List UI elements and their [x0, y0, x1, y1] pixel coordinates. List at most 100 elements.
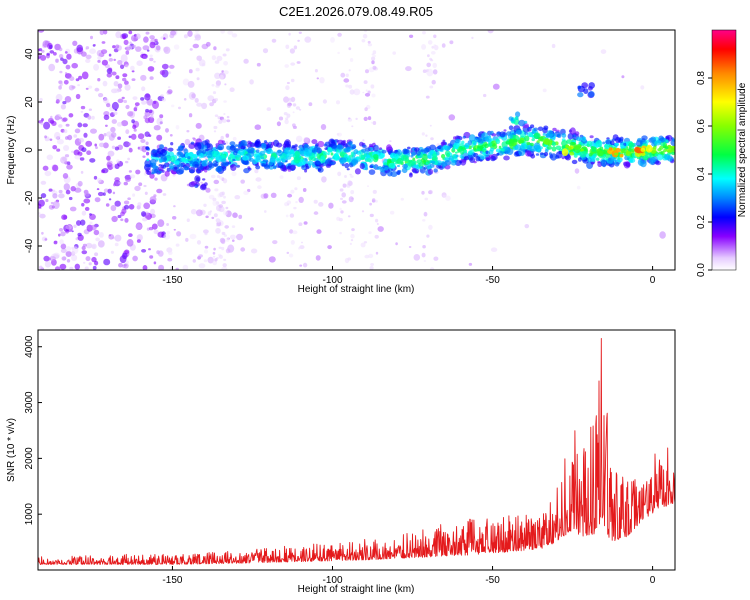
spectrogram-cell [152, 100, 159, 110]
spectrogram-cell [40, 180, 47, 185]
spectrogram-cell [184, 138, 191, 146]
spectrogram-cell [189, 169, 195, 174]
spectrogram-cell [72, 40, 78, 46]
spectrogram-cell [65, 64, 71, 70]
spectrogram-cell [226, 119, 231, 123]
spectrogram-cell [50, 115, 53, 119]
spectrogram-cell [135, 33, 141, 40]
spectrogram-cell [664, 146, 669, 150]
spectrogram-cell [296, 61, 301, 64]
spectrogram-cell [206, 143, 213, 151]
spectrogram-cell [551, 141, 556, 147]
spectrogram-cell [285, 155, 292, 160]
spectrogram-cell [337, 139, 344, 145]
y-tick-label: 3000 [24, 391, 35, 414]
spectrogram-cell [81, 245, 86, 251]
spectrogram-cell [470, 149, 474, 154]
spectrogram-cell [67, 134, 73, 141]
spectrogram-cell [63, 129, 68, 134]
spectrogram-cell [489, 147, 495, 152]
spectrogram-cell [412, 161, 416, 164]
spectrogram-cell [236, 233, 243, 241]
spectrogram-cell [223, 100, 227, 103]
spectrogram-cell [320, 124, 327, 130]
spectrogram-cell [71, 254, 78, 262]
spectrogram-cell [223, 258, 227, 261]
spectrogram-cell [111, 215, 118, 223]
spectrogram-cell [149, 35, 155, 40]
spectrogram-cell [102, 192, 106, 196]
spectrogram-cell [187, 30, 193, 37]
spectrogram-cell [327, 152, 330, 156]
spectrogram-cell [60, 243, 67, 250]
spectrogram-cell [165, 128, 169, 133]
spectrogram-cell [374, 234, 379, 239]
spectrogram-cell [41, 231, 44, 235]
colorbar-tick-label: 0.0 [696, 263, 707, 277]
spectrogram-cell [190, 141, 195, 145]
spectrogram-cell [287, 193, 293, 198]
spectrogram-cell [427, 40, 433, 45]
spectrogram-cell [71, 62, 78, 69]
spectrogram-cell [526, 141, 531, 146]
spectrogram-cell [288, 32, 291, 36]
spectrogram-cell [384, 166, 389, 171]
spectrogram-cell [293, 156, 301, 164]
spectrogram-cell [229, 87, 235, 92]
spectrogram-cell [266, 148, 272, 154]
spectrogram-cell [103, 258, 111, 266]
spectrogram-cell [335, 144, 343, 150]
spectrogram-cell [361, 148, 366, 153]
spectrogram-cell [90, 128, 97, 134]
spectrogram-cell [350, 233, 355, 239]
spectrogram-cell [286, 81, 290, 85]
spectrogram-cell [94, 87, 100, 92]
spectrogram-cell [388, 162, 396, 169]
spectrogram-cell [364, 107, 368, 112]
spectrogram-cell [221, 246, 225, 251]
spectrogram-cell [107, 188, 112, 194]
spectrogram-cell [323, 151, 328, 156]
spectrogram-cell [110, 126, 116, 133]
spectrogram-cell [108, 198, 112, 201]
spectrogram-cell [171, 104, 175, 108]
spectrogram-cell [372, 189, 377, 194]
spectrogram-cell [285, 44, 290, 49]
spectrogram-cell [294, 144, 298, 148]
spectrogram-cell [600, 49, 607, 54]
spectrogram-cell [173, 228, 176, 231]
spectrogram-cell [222, 263, 227, 268]
spectrogram-cell [125, 50, 130, 55]
spectrogram-cell [60, 57, 64, 61]
spectrogram-cell [526, 145, 533, 151]
spectrogram-cell [111, 132, 117, 138]
spectrogram-cell [351, 159, 359, 166]
spectrogram-cell [182, 264, 189, 270]
x-tick-label: -50 [485, 275, 500, 286]
spectrogram-cell [276, 142, 283, 148]
spectrogram-cell [138, 182, 143, 187]
spectrogram-cell [196, 151, 202, 155]
spectrogram-cell [359, 163, 365, 170]
spectrogram-cell [255, 140, 262, 148]
spectrogram-cell [39, 265, 43, 270]
spectrogram-cell [194, 175, 201, 183]
spectrogram-cell [615, 147, 621, 153]
spectrogram-cell [285, 214, 289, 218]
spectrogram-cell [314, 69, 318, 73]
spectrogram-cell [135, 46, 142, 52]
spectrogram-cell [54, 240, 58, 243]
spectrogram-cell [337, 132, 342, 137]
spectrogram-cell [588, 91, 595, 98]
spectrogram-cell [232, 158, 236, 162]
spectrogram-cell [144, 93, 151, 101]
spectrogram-cell [169, 266, 173, 270]
spectrogram-cell [255, 177, 262, 182]
spectrogram-cell [222, 142, 226, 145]
spectrogram-cell [222, 53, 227, 57]
spectrogram-cell [394, 153, 399, 159]
spectrogram-cell [121, 96, 125, 100]
spectrogram-cell [129, 41, 132, 45]
spectrogram-cell [286, 113, 291, 118]
spectrogram-cell [426, 62, 432, 68]
